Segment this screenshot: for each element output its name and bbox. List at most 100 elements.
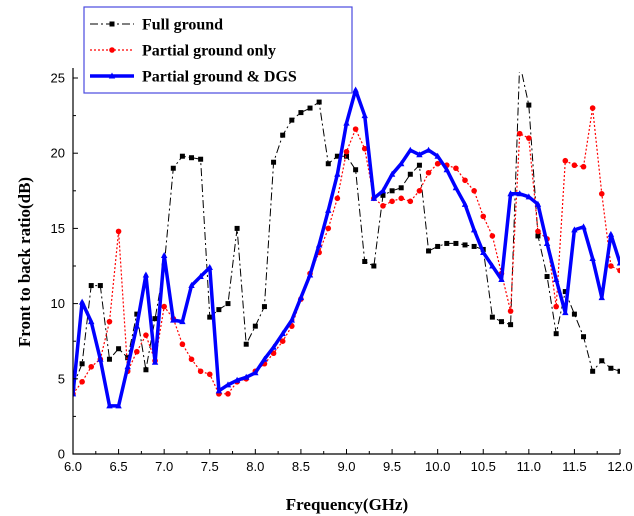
data-point-s3-57 xyxy=(589,254,596,261)
data-point-s2-17 xyxy=(225,391,231,397)
data-point-s3-23 xyxy=(279,330,286,337)
data-point-s2-7 xyxy=(134,348,140,355)
x-tick-label-2: 7.0 xyxy=(155,459,173,474)
data-point-s1-49 xyxy=(517,60,522,65)
data-point-s2-58 xyxy=(598,191,605,197)
data-point-s1-20 xyxy=(252,323,258,329)
data-point-s1-46 xyxy=(489,314,495,320)
data-point-s3-49 xyxy=(516,190,523,197)
data-point-s2-44 xyxy=(471,188,477,194)
data-point-s2-2 xyxy=(88,363,95,370)
data-point-s1-44 xyxy=(471,243,477,249)
data-point-s3-42 xyxy=(452,184,460,191)
data-point-s3-24 xyxy=(288,316,295,323)
data-point-s3-5 xyxy=(115,402,122,409)
data-point-s1-9 xyxy=(152,316,158,322)
data-point-s2-49 xyxy=(516,130,523,137)
data-point-s2-5 xyxy=(115,228,122,235)
data-point-s2-36 xyxy=(398,195,405,202)
data-point-s1-29 xyxy=(334,153,340,159)
data-point-s1-57 xyxy=(590,368,596,374)
x-tick-label-4: 8.0 xyxy=(246,459,264,474)
data-point-s1-21 xyxy=(261,304,267,310)
data-point-s2-32 xyxy=(361,145,368,152)
data-point-s1-60 xyxy=(617,368,620,374)
data-point-s1-13 xyxy=(189,155,195,161)
data-point-s3-39 xyxy=(425,146,432,153)
data-point-s1-58 xyxy=(599,358,605,364)
data-point-s1-6 xyxy=(125,355,131,361)
data-point-s3-45 xyxy=(480,248,487,255)
data-point-s3-46 xyxy=(489,262,496,269)
data-point-s3-38 xyxy=(416,151,423,158)
data-point-s1-35 xyxy=(389,188,395,194)
data-point-s1-22 xyxy=(271,159,277,165)
x-tick-label-5: 8.5 xyxy=(292,459,310,474)
data-point-s3-25 xyxy=(297,294,305,301)
data-point-s3-56 xyxy=(580,223,587,230)
data-point-s1-41 xyxy=(444,240,450,246)
x-tick-label-11: 11.5 xyxy=(562,459,586,474)
data-point-s3-53 xyxy=(552,276,560,283)
data-point-s3-11 xyxy=(170,316,177,323)
data-point-s2-40 xyxy=(434,160,441,167)
data-point-s2-39 xyxy=(425,169,432,176)
x-axis-title: Frequency(GHz) xyxy=(286,495,408,514)
data-point-s1-54 xyxy=(562,289,568,295)
data-point-s3-8 xyxy=(142,271,150,278)
data-point-s3-12 xyxy=(179,318,186,325)
y-tick-label-2: 10 xyxy=(51,296,65,311)
data-point-s3-9 xyxy=(151,358,159,365)
data-point-s2-23 xyxy=(279,338,286,345)
y-tick-label-3: 15 xyxy=(51,221,65,236)
legend-label-2: Partial ground only xyxy=(142,43,276,60)
data-point-s3-58 xyxy=(598,294,605,301)
data-point-s1-59 xyxy=(608,365,614,371)
x-tick-label-1: 6.5 xyxy=(110,459,128,474)
data-point-s1-15 xyxy=(207,314,213,320)
data-point-s2-13 xyxy=(188,356,195,363)
data-point-s3-21 xyxy=(261,355,268,362)
data-point-s1-26 xyxy=(307,105,313,111)
data-point-s2-28 xyxy=(325,225,332,232)
data-point-s2-31 xyxy=(352,126,359,132)
legend-label-3: Partial ground & DGS xyxy=(142,69,297,86)
legend-marker-1 xyxy=(109,21,115,27)
data-point-s1-17 xyxy=(225,301,231,307)
data-point-s1-31 xyxy=(353,167,359,173)
x-tick-label-10: 11.0 xyxy=(517,459,541,474)
data-point-s3-26 xyxy=(306,271,314,278)
data-point-s3-55 xyxy=(571,226,578,233)
data-point-s2-35 xyxy=(389,198,395,205)
data-point-s3-51 xyxy=(534,200,542,207)
data-point-s3-10 xyxy=(160,251,168,258)
data-point-s3-19 xyxy=(243,373,250,380)
data-point-s1-43 xyxy=(462,242,468,248)
data-point-s3-18 xyxy=(233,376,241,383)
x-tick-label-7: 9.5 xyxy=(383,459,401,474)
data-point-s2-42 xyxy=(453,165,459,172)
data-point-s1-32 xyxy=(362,258,368,264)
y-tick-label-0: 0 xyxy=(58,447,65,462)
data-point-s1-36 xyxy=(398,185,404,191)
data-point-s2-8 xyxy=(143,332,149,338)
data-point-s2-60 xyxy=(617,267,620,274)
y-axis-title: Front to back ratio(dB) xyxy=(15,177,34,347)
data-point-s2-38 xyxy=(416,188,423,194)
data-point-s1-3 xyxy=(97,283,103,289)
data-point-s3-40 xyxy=(434,152,441,159)
data-point-s3-13 xyxy=(188,282,195,289)
data-point-s1-2 xyxy=(88,283,94,289)
x-tick-label-0: 6.0 xyxy=(64,459,82,474)
data-point-s3-6 xyxy=(124,363,131,370)
data-point-s1-55 xyxy=(571,311,577,317)
data-point-s3-2 xyxy=(88,318,95,325)
data-point-s1-14 xyxy=(198,156,204,162)
x-tick-label-12: 12.0 xyxy=(607,459,632,474)
data-point-s2-50 xyxy=(526,135,532,141)
data-point-s2-55 xyxy=(571,162,578,169)
data-point-s1-30 xyxy=(344,153,349,159)
x-tick-label-8: 10.0 xyxy=(425,459,450,474)
data-point-s3-52 xyxy=(543,239,551,246)
data-point-s3-17 xyxy=(224,381,232,388)
